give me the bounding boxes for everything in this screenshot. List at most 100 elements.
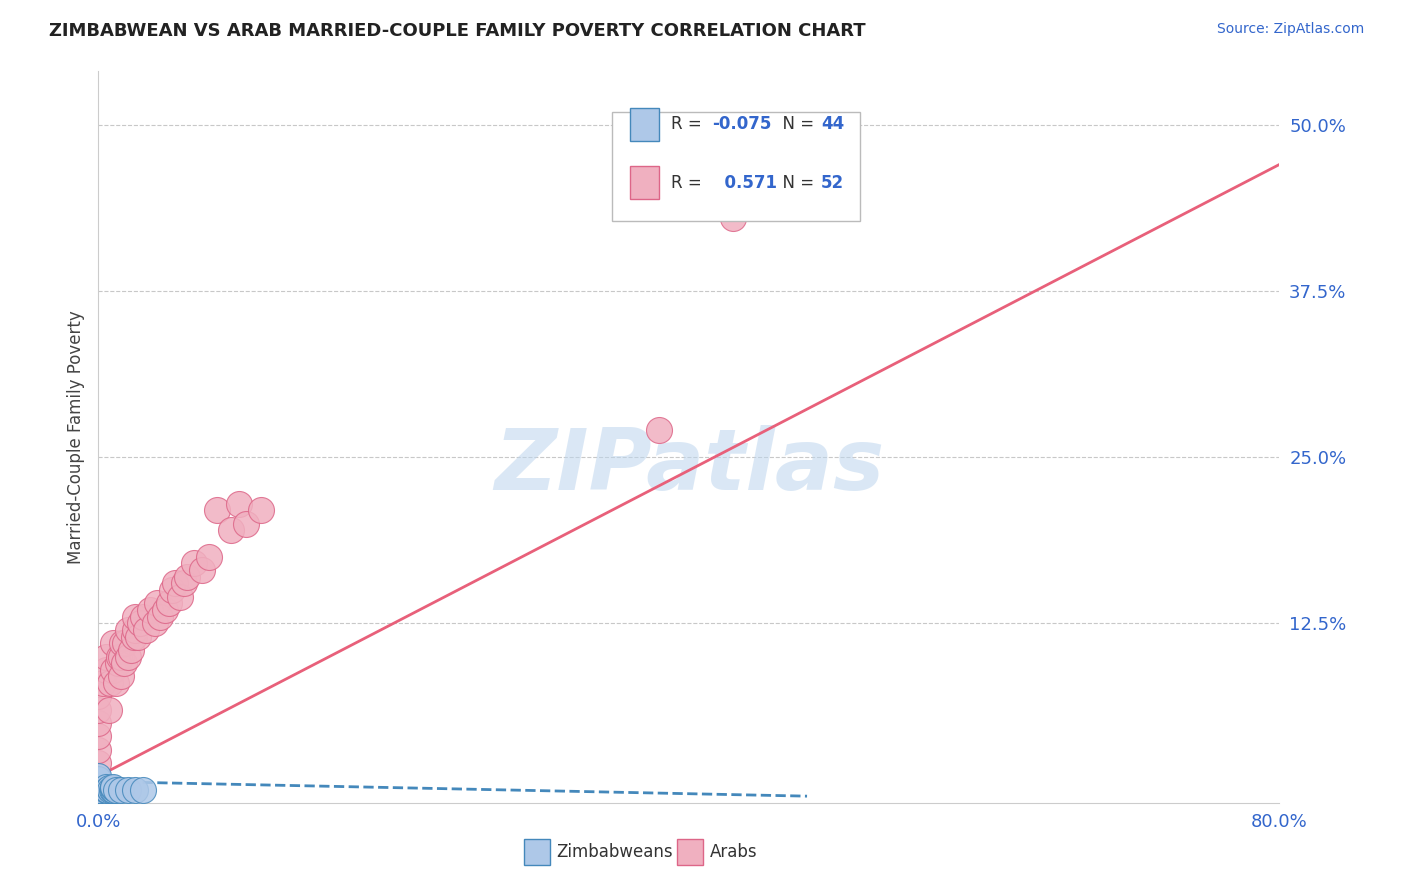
Point <box>87 782 110 797</box>
Text: N =: N = <box>772 115 818 134</box>
Point <box>87 782 110 797</box>
Point <box>103 663 125 677</box>
Point <box>87 776 110 790</box>
Y-axis label: Married-Couple Family Poverty: Married-Couple Family Poverty <box>66 310 84 564</box>
Text: 52: 52 <box>821 174 845 192</box>
Point <box>143 616 166 631</box>
Point <box>87 782 110 797</box>
FancyBboxPatch shape <box>630 167 659 199</box>
Point <box>162 582 183 597</box>
Text: R =: R = <box>671 115 707 134</box>
Point <box>205 503 228 517</box>
FancyBboxPatch shape <box>612 112 860 221</box>
Point <box>98 676 121 690</box>
Point <box>165 576 187 591</box>
Point <box>87 773 110 788</box>
Point <box>87 782 110 797</box>
Point <box>117 782 139 797</box>
Point <box>112 656 135 670</box>
Point <box>128 616 150 631</box>
Point <box>127 630 149 644</box>
Point <box>87 782 110 797</box>
Text: Zimbabweans: Zimbabweans <box>557 843 673 861</box>
Point <box>132 609 155 624</box>
Point <box>139 603 162 617</box>
Point <box>87 756 110 770</box>
Point <box>146 596 169 610</box>
Point <box>94 780 117 794</box>
Point <box>87 780 110 794</box>
Point <box>87 782 110 797</box>
Point <box>87 774 110 789</box>
Point <box>87 780 110 794</box>
Point <box>176 570 198 584</box>
Point <box>87 782 110 797</box>
Point <box>250 503 273 517</box>
Point <box>149 609 172 624</box>
Point <box>110 669 132 683</box>
Point <box>153 603 176 617</box>
Point <box>648 424 671 438</box>
Point <box>94 663 117 677</box>
Point <box>87 782 110 797</box>
Point <box>157 596 180 610</box>
Point <box>191 563 214 577</box>
Point <box>110 649 132 664</box>
Point <box>103 780 125 794</box>
Point <box>87 779 110 793</box>
Point <box>228 497 250 511</box>
Point <box>87 782 110 797</box>
Point <box>105 782 128 797</box>
Point <box>87 776 110 790</box>
Point <box>87 703 110 717</box>
Point <box>87 779 110 793</box>
Text: ZIPatlas: ZIPatlas <box>494 425 884 508</box>
Point <box>96 782 118 797</box>
Point <box>183 557 205 571</box>
Point <box>87 782 110 797</box>
Text: 44: 44 <box>821 115 845 134</box>
Point <box>122 630 145 644</box>
Point <box>87 782 110 797</box>
FancyBboxPatch shape <box>523 839 550 865</box>
Point <box>105 676 128 690</box>
Point <box>87 782 110 797</box>
Point <box>87 782 110 797</box>
Point <box>235 516 257 531</box>
Point <box>173 576 195 591</box>
Text: -0.075: -0.075 <box>713 115 772 134</box>
Point <box>87 777 110 791</box>
Point <box>87 742 110 756</box>
Point <box>87 782 110 797</box>
Point <box>87 690 110 704</box>
Point <box>221 523 243 537</box>
Point <box>87 782 110 797</box>
Point <box>87 777 110 791</box>
Point <box>91 676 114 690</box>
Point <box>120 643 142 657</box>
Point <box>94 649 117 664</box>
FancyBboxPatch shape <box>630 108 659 141</box>
Point <box>114 636 136 650</box>
Point <box>124 782 146 797</box>
Point <box>103 781 125 796</box>
Point <box>97 781 120 796</box>
Point <box>111 636 134 650</box>
Point <box>169 590 191 604</box>
Text: N =: N = <box>772 174 818 192</box>
Point <box>135 623 157 637</box>
Point <box>100 782 122 797</box>
Text: R =: R = <box>671 174 707 192</box>
Point <box>87 729 110 743</box>
Text: Arabs: Arabs <box>710 843 758 861</box>
Text: ZIMBABWEAN VS ARAB MARRIED-COUPLE FAMILY POVERTY CORRELATION CHART: ZIMBABWEAN VS ARAB MARRIED-COUPLE FAMILY… <box>49 22 866 40</box>
Point <box>87 782 110 797</box>
Point <box>124 609 146 624</box>
Point <box>124 623 146 637</box>
Point <box>103 782 125 797</box>
Point <box>87 772 110 786</box>
Point <box>87 782 110 797</box>
Point <box>98 782 121 797</box>
Point <box>132 782 155 797</box>
Point <box>117 623 139 637</box>
